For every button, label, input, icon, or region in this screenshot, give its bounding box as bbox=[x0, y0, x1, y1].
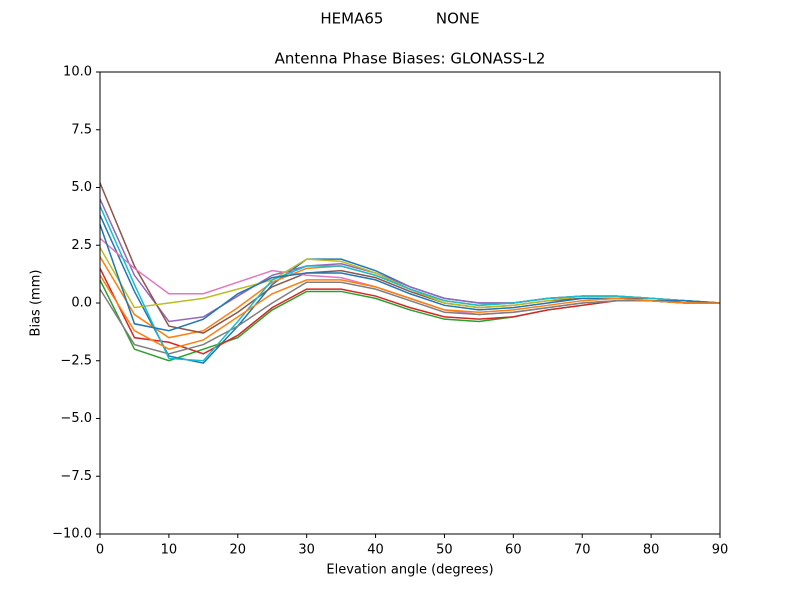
y-tick-label: 5.0 bbox=[71, 180, 92, 195]
x-tick-label: 80 bbox=[643, 543, 660, 558]
x-tick-label: 70 bbox=[574, 543, 591, 558]
chart-title: Antenna Phase Biases: GLONASS-L2 bbox=[275, 50, 546, 68]
x-tick-label: 10 bbox=[161, 543, 178, 558]
x-tick-label: 40 bbox=[367, 543, 384, 558]
x-axis-label: Elevation angle (degrees) bbox=[326, 563, 493, 578]
y-tick-label: 2.5 bbox=[71, 238, 92, 253]
y-tick-label: 7.5 bbox=[71, 122, 92, 137]
y-tick-label: 10.0 bbox=[63, 65, 92, 80]
suptitle: HEMA65 NONE bbox=[320, 10, 479, 28]
series-line bbox=[99, 281, 720, 355]
x-tick-label: 20 bbox=[230, 543, 247, 558]
x-tick-label: 60 bbox=[505, 543, 522, 558]
y-tick-label: −7.5 bbox=[60, 469, 92, 484]
y-axis-label: Bias (mm) bbox=[29, 270, 44, 337]
x-tick-label: 90 bbox=[712, 543, 729, 558]
x-tick-label: 0 bbox=[96, 543, 104, 558]
x-tick-label: 50 bbox=[436, 543, 453, 558]
series-line bbox=[99, 274, 720, 351]
y-tick-label: −2.5 bbox=[60, 353, 92, 368]
y-tick-label: 0.0 bbox=[71, 296, 92, 311]
y-tick-label: −5.0 bbox=[60, 411, 92, 426]
series-line bbox=[99, 205, 721, 362]
y-tick-label: −10.0 bbox=[52, 527, 92, 542]
x-tick-label: 30 bbox=[298, 543, 315, 558]
